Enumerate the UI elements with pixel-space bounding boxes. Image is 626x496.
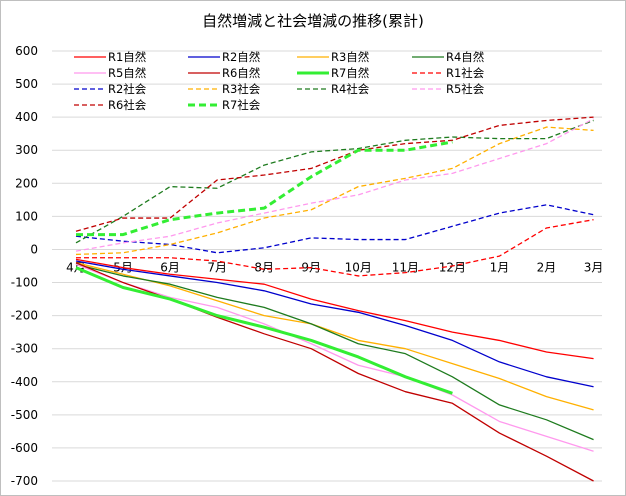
y-tick-label: 0 xyxy=(30,242,38,256)
series-line-7 xyxy=(76,219,594,277)
x-tick-label: 6月 xyxy=(160,260,180,274)
legend-label: R5自然 xyxy=(108,66,147,80)
legend-label: R4自然 xyxy=(446,50,485,64)
y-tick-label: 500 xyxy=(15,77,38,91)
legend-label: R3自然 xyxy=(331,50,370,64)
legend-label: R1社会 xyxy=(446,66,485,80)
legend-label: R3社会 xyxy=(222,82,261,96)
y-tick-label: 600 xyxy=(15,44,38,58)
y-tick-label: 300 xyxy=(15,143,38,157)
series-line-6 xyxy=(75,266,453,395)
legend-label: R7自然 xyxy=(331,66,370,80)
x-tick-label: 10月 xyxy=(345,260,372,274)
legend-label: R1自然 xyxy=(108,50,147,64)
x-tick-label: 11月 xyxy=(392,260,419,274)
x-tick-label: 7月 xyxy=(207,260,227,274)
y-tick-label: -400 xyxy=(11,375,38,389)
series-line-0 xyxy=(75,258,594,360)
series-lines xyxy=(75,116,594,482)
legend: R1自然 R2自然 R3自然 R4自然 R5自然 R6自然 R7自然 R1社会 R2社会 R3社会… xyxy=(74,50,485,112)
y-axis-tick-labels: 600 500 400 300 200 100 0 -100 -200 -300 -400 -500 -… xyxy=(11,44,38,488)
series-line-12 xyxy=(75,116,594,232)
series-line-11 xyxy=(75,118,594,252)
y-tick-label: -500 xyxy=(11,408,38,422)
x-tick-label: 8月 xyxy=(254,260,274,274)
y-tick-label: -300 xyxy=(11,342,38,356)
x-tick-label: 2月 xyxy=(537,260,557,274)
series-line-13 xyxy=(76,140,453,237)
y-tick-label: -200 xyxy=(11,309,38,323)
x-axis-tick-labels: 4月 5月 6月 7月 8月 9月 10月 11月 12月 1月 2月 3月 xyxy=(66,260,603,274)
y-tick-label: -600 xyxy=(11,441,38,455)
legend-label: R5社会 xyxy=(446,82,485,96)
y-tick-label: -100 xyxy=(11,276,38,290)
series-line-1 xyxy=(75,260,594,388)
y-tick-label: 200 xyxy=(15,176,38,190)
chart-title: 自然増減と社会増減の推移(累計) xyxy=(202,12,424,30)
series-line-2 xyxy=(75,262,594,411)
grid-lines xyxy=(52,50,602,482)
legend-label: R7社会 xyxy=(222,98,261,112)
series-line-8 xyxy=(75,204,594,254)
x-tick-label: 1月 xyxy=(490,260,510,274)
legend-label: R6社会 xyxy=(108,98,147,112)
y-tick-label: 400 xyxy=(15,110,38,124)
series-line-4 xyxy=(75,263,594,452)
series-line-9 xyxy=(75,126,594,256)
legend-label: R2社会 xyxy=(108,82,147,96)
y-tick-label: -700 xyxy=(11,474,38,488)
y-tick-label: 100 xyxy=(15,209,38,223)
series-line-10 xyxy=(75,119,594,244)
legend-label: R2自然 xyxy=(222,50,261,64)
legend-label: R6自然 xyxy=(222,66,261,80)
series-line-3 xyxy=(75,263,594,441)
x-tick-label: 3月 xyxy=(584,260,604,274)
legend-label: R4社会 xyxy=(331,82,370,96)
